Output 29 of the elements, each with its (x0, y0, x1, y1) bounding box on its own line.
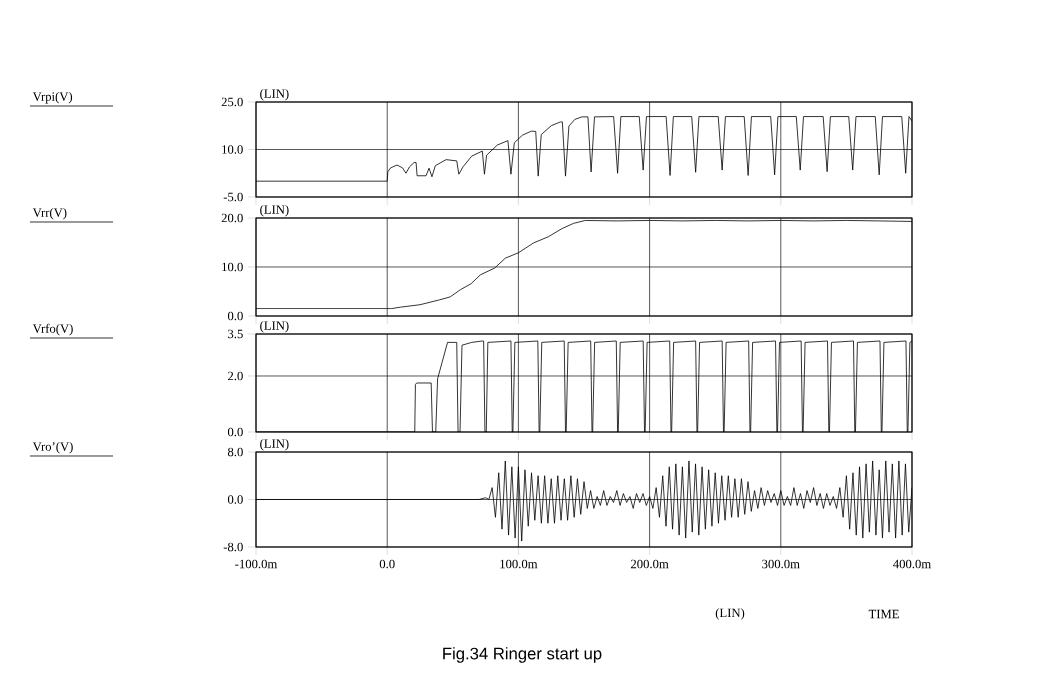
x-axis-title: TIME (868, 609, 899, 619)
x-tick-label: -100.0m (235, 559, 278, 569)
y-tick-label: 0.0 (227, 311, 243, 321)
x-tick-label: 400.0m (893, 559, 931, 569)
caption: Fig.34 Ringer start up (443, 647, 602, 663)
text: (LIN) (260, 320, 289, 333)
y-axis-title: Vrr(V) (32, 207, 67, 220)
y-tick-label: 10.0 (222, 262, 243, 272)
y-tick-label: 25.0 (221, 97, 243, 107)
y-axis-title: Vro’(V) (32, 441, 73, 454)
y-tick-label: 0.0 (227, 427, 243, 437)
y-tick-label: 8.0 (227, 447, 243, 457)
x-tick-label: 200.0m (630, 559, 669, 569)
y-tick-label: 10.0 (222, 145, 243, 154)
y-axis-title: Vrfo(V) (32, 323, 73, 336)
y-tick-label: -5.0 (223, 192, 243, 202)
x-tick-label: 100.0m (500, 559, 538, 569)
text: (LIN) (715, 608, 745, 620)
text: (LIN) (260, 88, 289, 101)
y-tick-label: 20.0 (221, 213, 243, 223)
text: (LIN) (260, 438, 289, 451)
y-tick-label: 3.5 (228, 329, 243, 339)
y-tick-label: 0.0 (227, 495, 243, 504)
y-tick-label: 2.0 (228, 371, 243, 381)
x-tick-label: 300.0m (762, 559, 800, 569)
y-axis-title: Vrpi(V) (32, 91, 73, 104)
y-tick-label: -8.0 (223, 542, 243, 552)
text: (LIN) (260, 204, 289, 217)
x-tick-label: 0.0 (379, 559, 395, 569)
